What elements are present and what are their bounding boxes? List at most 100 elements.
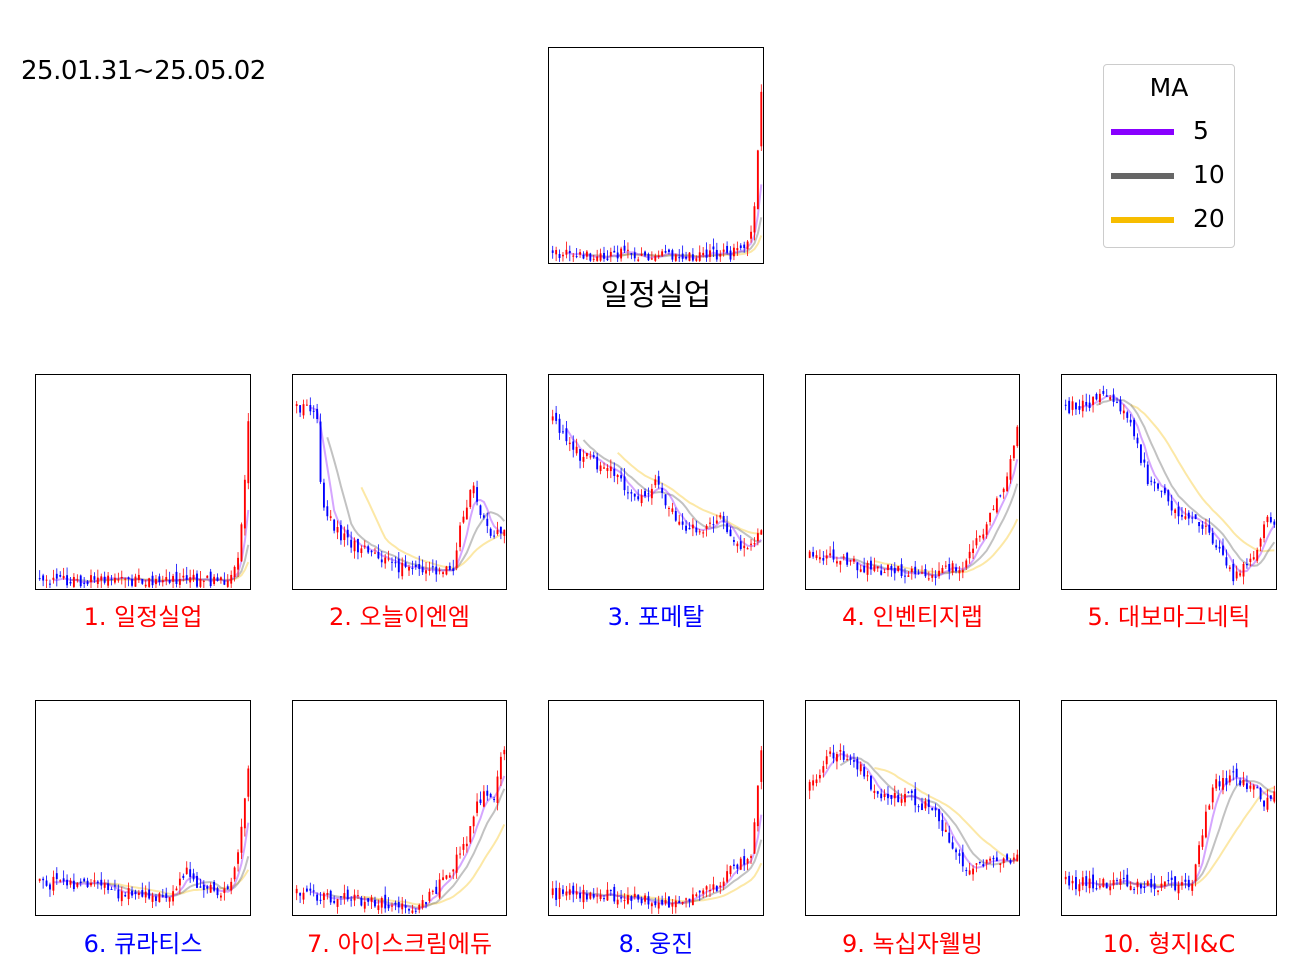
candle xyxy=(175,886,178,891)
candle xyxy=(644,250,646,257)
candle xyxy=(1006,472,1009,492)
candle xyxy=(893,785,896,807)
chart-svg xyxy=(551,405,763,557)
candle xyxy=(640,489,643,507)
candle xyxy=(1122,404,1125,420)
candle xyxy=(326,889,329,900)
candle xyxy=(609,889,612,896)
candle xyxy=(626,485,629,500)
candle xyxy=(1092,867,1095,893)
ma5-line xyxy=(310,775,506,911)
candle xyxy=(575,248,578,259)
candle xyxy=(1064,399,1067,411)
candle xyxy=(49,579,51,588)
chart-svg xyxy=(808,425,1019,586)
candle xyxy=(1239,569,1242,578)
candle xyxy=(1181,506,1183,521)
candle xyxy=(599,248,602,262)
candle xyxy=(66,567,69,588)
legend-title: MA xyxy=(1149,73,1189,102)
candle xyxy=(551,245,554,259)
candle xyxy=(408,564,410,576)
candle xyxy=(846,551,849,567)
candle xyxy=(360,545,363,558)
chart-title-6: 6. 큐라티스 xyxy=(83,930,203,958)
candle xyxy=(172,885,175,906)
candle xyxy=(326,500,329,521)
candle xyxy=(96,880,99,889)
ma20-line xyxy=(874,767,1018,862)
candle xyxy=(438,873,441,900)
candle xyxy=(613,245,616,253)
candle xyxy=(626,887,629,905)
candle xyxy=(357,889,359,899)
candle xyxy=(630,895,633,910)
candle xyxy=(185,861,188,875)
candle xyxy=(732,243,735,261)
candle xyxy=(213,574,216,586)
candle xyxy=(377,544,380,560)
candle xyxy=(1157,482,1159,492)
candle xyxy=(499,526,502,540)
candle xyxy=(934,570,937,586)
candle xyxy=(756,528,759,546)
candle xyxy=(1201,829,1204,850)
candle xyxy=(1204,804,1207,839)
candle xyxy=(340,895,342,906)
candle xyxy=(83,577,86,588)
candle xyxy=(863,557,866,574)
candle xyxy=(469,826,472,844)
candle xyxy=(1085,393,1088,412)
candle xyxy=(189,569,192,588)
candle xyxy=(1109,394,1112,401)
candle xyxy=(391,557,393,571)
candle xyxy=(555,880,558,907)
candle xyxy=(712,238,715,258)
chart-panel-8 xyxy=(548,700,764,916)
candle xyxy=(664,244,667,254)
candle xyxy=(1194,514,1197,520)
candle xyxy=(944,561,947,569)
candle xyxy=(989,856,992,864)
candle xyxy=(493,530,496,539)
date-range-label: 25.01.31~25.05.02 xyxy=(21,56,266,86)
candle xyxy=(951,560,954,576)
candle xyxy=(59,879,62,883)
candle xyxy=(585,452,588,460)
candle xyxy=(842,553,845,561)
candle xyxy=(975,530,978,549)
candle xyxy=(914,560,917,579)
candle xyxy=(148,577,151,588)
chart-title-5: 5. 대보마그네틱 xyxy=(1087,603,1251,631)
ma5-line xyxy=(565,428,762,548)
candle xyxy=(391,902,393,912)
candle xyxy=(890,564,893,577)
candle xyxy=(917,804,920,813)
chart-panel-3 xyxy=(548,374,764,590)
candle xyxy=(370,549,373,557)
candle xyxy=(856,756,859,777)
candle xyxy=(637,256,640,262)
candle xyxy=(739,534,742,551)
candle xyxy=(1266,789,1269,813)
candle xyxy=(753,537,756,548)
ma-legend: MA 5 10 20 xyxy=(1103,64,1235,248)
candle xyxy=(1105,389,1108,397)
candle xyxy=(1211,784,1214,810)
candle xyxy=(206,884,209,894)
candle xyxy=(674,253,677,262)
candle xyxy=(1116,877,1118,885)
chart-title-10: 10. 형지I&C xyxy=(1102,930,1236,958)
candle xyxy=(972,540,974,560)
candle xyxy=(1263,520,1265,543)
candle xyxy=(209,568,212,588)
candle xyxy=(893,562,896,581)
candle xyxy=(736,241,739,256)
candle xyxy=(120,886,123,907)
chart-panel-5 xyxy=(1061,374,1277,590)
candle xyxy=(599,889,602,902)
candle xyxy=(835,556,838,567)
candle xyxy=(812,546,815,559)
candle xyxy=(302,399,305,419)
candle xyxy=(455,542,458,571)
